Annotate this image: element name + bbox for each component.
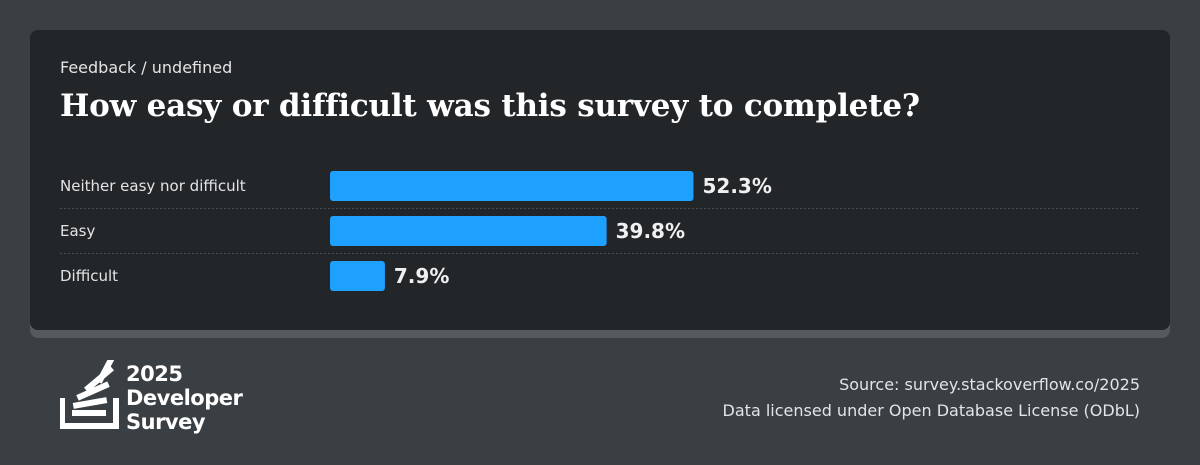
category-label: Neither easy nor difficult xyxy=(60,177,246,195)
bar-chart: Neither easy nor difficult 52.3% Easy 39.8%… xyxy=(60,171,1140,291)
category-label: Easy xyxy=(60,222,95,240)
bar xyxy=(330,216,607,246)
survey-logo: 2025 Developer Survey xyxy=(60,360,260,438)
logo-year: 2025 xyxy=(126,362,183,386)
logo-line-survey: Survey xyxy=(126,410,206,434)
value-label: 39.8% xyxy=(616,219,685,243)
value-label: 52.3% xyxy=(702,174,771,198)
category-label: Difficult xyxy=(60,267,118,285)
bar xyxy=(330,171,694,201)
bar xyxy=(330,261,385,291)
stack-overflow-logo-icon xyxy=(60,360,119,429)
breadcrumb: Feedback / undefined xyxy=(60,58,233,77)
source-link[interactable]: Source: survey.stackoverflow.co/2025 xyxy=(839,375,1140,394)
chart-card: Feedback / undefined How easy or difficu… xyxy=(30,30,1170,330)
footer-credits: Source: survey.stackoverflow.co/2025 Dat… xyxy=(723,372,1140,424)
logo-line-developer: Developer xyxy=(126,386,243,410)
license-text: Data licensed under Open Database Licens… xyxy=(722,401,1140,420)
value-label: 7.9% xyxy=(394,264,449,288)
chart-title: How easy or difficult was this survey to… xyxy=(60,88,920,124)
logo-text: 2025 Developer Survey xyxy=(126,362,243,434)
